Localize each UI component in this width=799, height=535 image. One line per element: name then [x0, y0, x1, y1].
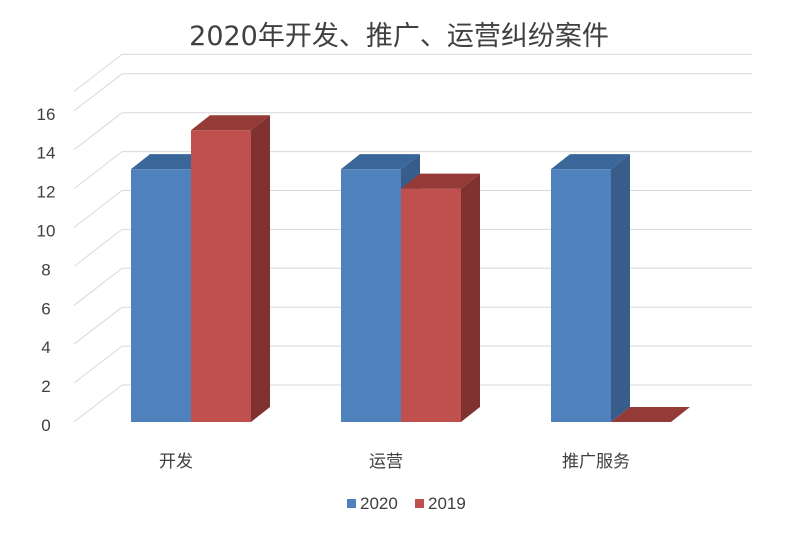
bar-side: [611, 154, 630, 422]
bar-front: [401, 188, 461, 422]
y-tick-label: 14: [37, 144, 56, 163]
bar-2019-开发: [191, 115, 270, 422]
bar-2020-推广服务: [551, 154, 630, 422]
y-tick-label: 16: [37, 105, 56, 124]
bar-front: [131, 169, 191, 422]
y-tick-label: 2: [41, 377, 50, 396]
bar-front: [551, 169, 611, 422]
y-tick-label: 0: [41, 416, 50, 435]
grid-diagonal: [73, 151, 123, 189]
category-label: 开发: [159, 452, 193, 472]
legend-swatch-2019: [415, 499, 424, 508]
grid-diagonal: [73, 306, 123, 345]
category-label: 运营: [369, 452, 403, 472]
bar-top: [401, 173, 480, 189]
grid-diagonal: [73, 73, 123, 112]
grid-diagonal: [73, 53, 123, 92]
bar-2019-运营: [401, 173, 480, 422]
legend-label-2020: 2020: [360, 494, 398, 513]
y-tick-label: 8: [41, 260, 50, 279]
bar-top: [551, 154, 630, 170]
chart-title: 2020年开发、推广、运营纠纷案件: [189, 21, 609, 52]
y-axis-ticks: 0 2 4 6 8 10 12 14 16: [37, 105, 56, 435]
grid-diagonal: [73, 267, 123, 306]
category-labels: 开发 运营 推广服务: [159, 452, 630, 472]
bar-2019-推广服务: [611, 407, 690, 422]
bar-top: [191, 115, 270, 131]
grid-diagonal: [73, 345, 123, 384]
legend-label-2019: 2019: [428, 494, 466, 513]
bar-side: [461, 173, 480, 422]
grid-diagonal: [73, 112, 123, 151]
y-tick-label: 6: [41, 299, 50, 318]
grid-diagonal: [73, 190, 123, 228]
category-label: 推广服务: [562, 452, 630, 472]
bar-front: [341, 169, 401, 422]
y-tick-label: 10: [37, 222, 56, 241]
grid-diagonal: [73, 229, 123, 267]
grid-diagonal: [73, 384, 123, 423]
bar-top: [611, 407, 690, 422]
bar-front: [191, 130, 251, 422]
bars-layer: [131, 115, 690, 422]
legend-swatch-2020: [347, 499, 356, 508]
y-tick-label: 4: [41, 338, 50, 357]
bar-side: [251, 115, 270, 422]
legend: 2020 2019: [347, 494, 466, 513]
bar-top: [341, 154, 420, 170]
bar-top: [131, 154, 210, 170]
y-tick-label: 12: [37, 183, 56, 202]
